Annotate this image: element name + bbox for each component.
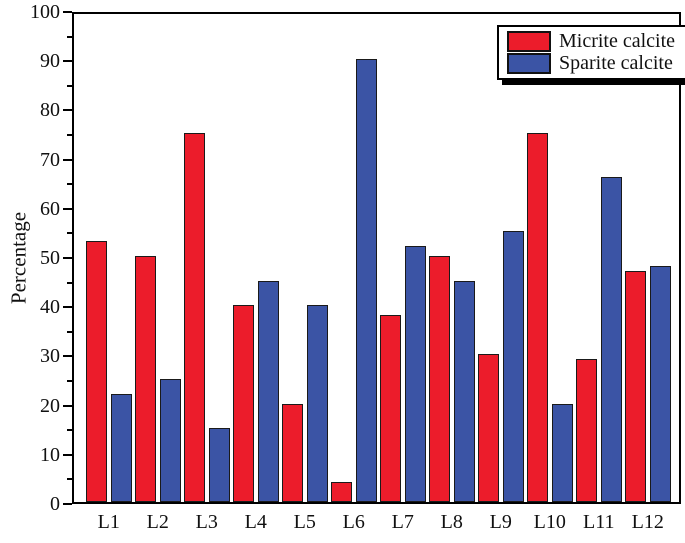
- y-tick-label: 70: [40, 148, 60, 171]
- bar-sparite-l2: [159, 379, 181, 502]
- x-tick-label-l12: L12: [631, 511, 664, 533]
- x-tick-label-l1: L1: [97, 511, 120, 533]
- bar-sparite-l12: [649, 265, 671, 502]
- y-tick-minor: [67, 84, 72, 87]
- y-tick-major: [63, 158, 72, 161]
- y-tick-label: 10: [40, 443, 60, 466]
- bar-micrite-l5: [282, 403, 303, 502]
- y-tick-minor: [67, 429, 72, 432]
- y-tick-minor: [67, 232, 72, 235]
- y-tick-minor: [67, 35, 72, 38]
- bar-sparite-l5: [306, 305, 328, 502]
- bar-sparite-l4: [257, 280, 279, 502]
- x-tick-label-l4: L4: [244, 511, 267, 533]
- bar-micrite-l7: [380, 315, 401, 502]
- x-tick-label-l2: L2: [146, 511, 169, 533]
- y-tick-major: [63, 207, 72, 210]
- bar-sparite-l6: [355, 59, 377, 502]
- y-tick-major: [63, 453, 72, 456]
- bar-micrite-l2: [135, 256, 156, 502]
- bar-sparite-l8: [453, 280, 475, 502]
- bar-micrite-l4: [233, 305, 254, 502]
- x-tick-label-l10: L10: [533, 511, 566, 533]
- y-tick-minor: [67, 330, 72, 333]
- x-tick-label-l8: L8: [440, 511, 463, 533]
- y-tick-label: 20: [40, 394, 60, 417]
- bar-micrite-l3: [184, 133, 205, 502]
- legend: Micrite calcite Sparite calcite: [497, 25, 685, 80]
- y-tick-major: [63, 306, 72, 309]
- bar-micrite-l12: [625, 270, 646, 502]
- bar-micrite-l9: [478, 354, 499, 502]
- y-tick-label: 50: [40, 247, 60, 269]
- y-tick-label: 60: [40, 197, 60, 220]
- bar-micrite-l10: [527, 133, 548, 502]
- y-tick-label: 100: [30, 1, 60, 23]
- y-tick-major: [63, 503, 72, 505]
- legend-label-micrite: Micrite calcite: [559, 30, 676, 52]
- x-tick-label-l9: L9: [489, 511, 512, 533]
- y-tick-minor: [67, 478, 72, 481]
- x-tick-label-l7: L7: [391, 511, 414, 533]
- y-tick-major: [63, 60, 72, 63]
- bar-sparite-l9: [502, 231, 524, 502]
- y-tick-minor: [67, 380, 72, 382]
- x-tick-label-l3: L3: [195, 511, 218, 533]
- x-tick-label-l11: L11: [583, 511, 615, 533]
- bar-sparite-l3: [208, 428, 230, 502]
- y-tick-major: [63, 109, 72, 112]
- y-tick-minor: [67, 183, 72, 186]
- legend-swatch-sparite: [507, 53, 551, 74]
- y-tick-minor: [67, 134, 72, 136]
- y-tick-major: [63, 355, 72, 358]
- y-tick-major: [63, 11, 72, 13]
- y-tick-label: 90: [40, 50, 60, 73]
- bar-sparite-l1: [110, 393, 132, 502]
- bar-sparite-l10: [551, 403, 573, 502]
- bar-micrite-l1: [86, 241, 107, 502]
- y-tick-minor: [67, 281, 72, 284]
- y-tick-label: 40: [40, 296, 60, 319]
- bar-sparite-l7: [404, 246, 426, 502]
- legend-item-micrite: Micrite calcite: [507, 31, 675, 52]
- legend-swatch-micrite: [507, 31, 551, 52]
- bar-micrite-l8: [429, 256, 450, 502]
- legend-item-sparite: Sparite calcite: [507, 53, 675, 74]
- bar-sparite-l11: [600, 177, 622, 502]
- x-tick-label-l5: L5: [293, 511, 316, 533]
- bar-micrite-l6: [331, 482, 352, 502]
- x-tick-label-l6: L6: [342, 511, 365, 533]
- bar-micrite-l11: [576, 359, 597, 502]
- y-tick-major: [63, 404, 72, 407]
- y-tick-label: 0: [50, 493, 60, 515]
- legend-label-sparite: Sparite calcite: [559, 52, 673, 74]
- y-tick-major: [63, 257, 72, 259]
- y-tick-label: 30: [40, 345, 60, 368]
- y-tick-label: 80: [40, 99, 60, 122]
